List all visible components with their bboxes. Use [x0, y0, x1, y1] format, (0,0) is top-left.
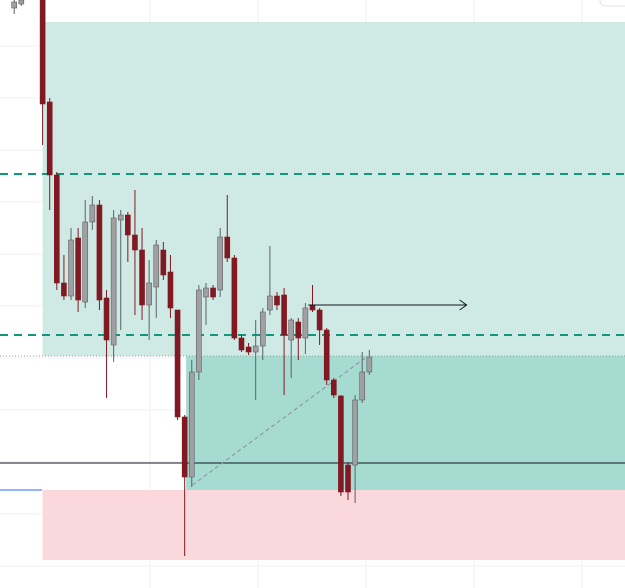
candle-body: [274, 295, 280, 306]
candle-body: [132, 234, 138, 251]
candle-body: [267, 295, 273, 311]
candle-body: [245, 346, 252, 353]
candle-body: [295, 321, 302, 339]
candle-body: [309, 304, 316, 311]
candle-body: [210, 287, 216, 298]
candle-body: [288, 319, 294, 341]
candle-body: [89, 204, 96, 223]
candle-body: [139, 249, 145, 306]
candle-body: [39, 0, 46, 105]
candle-body: [281, 294, 287, 336]
candle-body: [196, 289, 202, 373]
candle-body: [352, 399, 358, 466]
candle-body: [68, 239, 74, 297]
candle-body: [174, 309, 181, 418]
candle-body: [11, 1, 18, 9]
candle-body: [252, 345, 259, 353]
candle-body: [323, 329, 330, 381]
candle-body: [153, 244, 160, 288]
zone: [42, 490, 625, 560]
corner-widget: [599, 0, 625, 7]
candle-body: [75, 237, 81, 301]
candle-body: [259, 311, 266, 347]
candle-body: [203, 287, 209, 298]
candle-body: [54, 174, 60, 284]
candle-body: [61, 282, 67, 297]
candle-body: [167, 271, 174, 309]
candle-body: [224, 236, 231, 259]
candle-body: [217, 236, 223, 291]
candle-body: [345, 464, 351, 493]
candle-body: [338, 395, 344, 493]
zone: [42, 22, 625, 356]
candle-body: [359, 371, 366, 401]
candle-body: [302, 307, 309, 339]
candle-body: [46, 101, 53, 176]
candle-body: [103, 297, 110, 341]
diagonal-line: [192, 357, 366, 486]
candle-body: [238, 337, 245, 351]
candle-body: [316, 309, 323, 331]
candle-body: [18, 0, 25, 5]
candle-body: [82, 221, 89, 303]
candle-body: [110, 217, 117, 346]
candle-body: [188, 371, 195, 478]
candle-body: [146, 282, 152, 306]
candle-body: [231, 257, 238, 339]
candle-body: [160, 249, 167, 276]
candle-body: [366, 356, 373, 373]
candle-body: [96, 204, 103, 301]
candle-body: [117, 214, 124, 221]
candle-body: [125, 214, 131, 236]
candle-body: [331, 379, 337, 396]
candle-body: [181, 416, 188, 478]
zone: [186, 356, 625, 490]
arrow-head: [459, 299, 468, 311]
